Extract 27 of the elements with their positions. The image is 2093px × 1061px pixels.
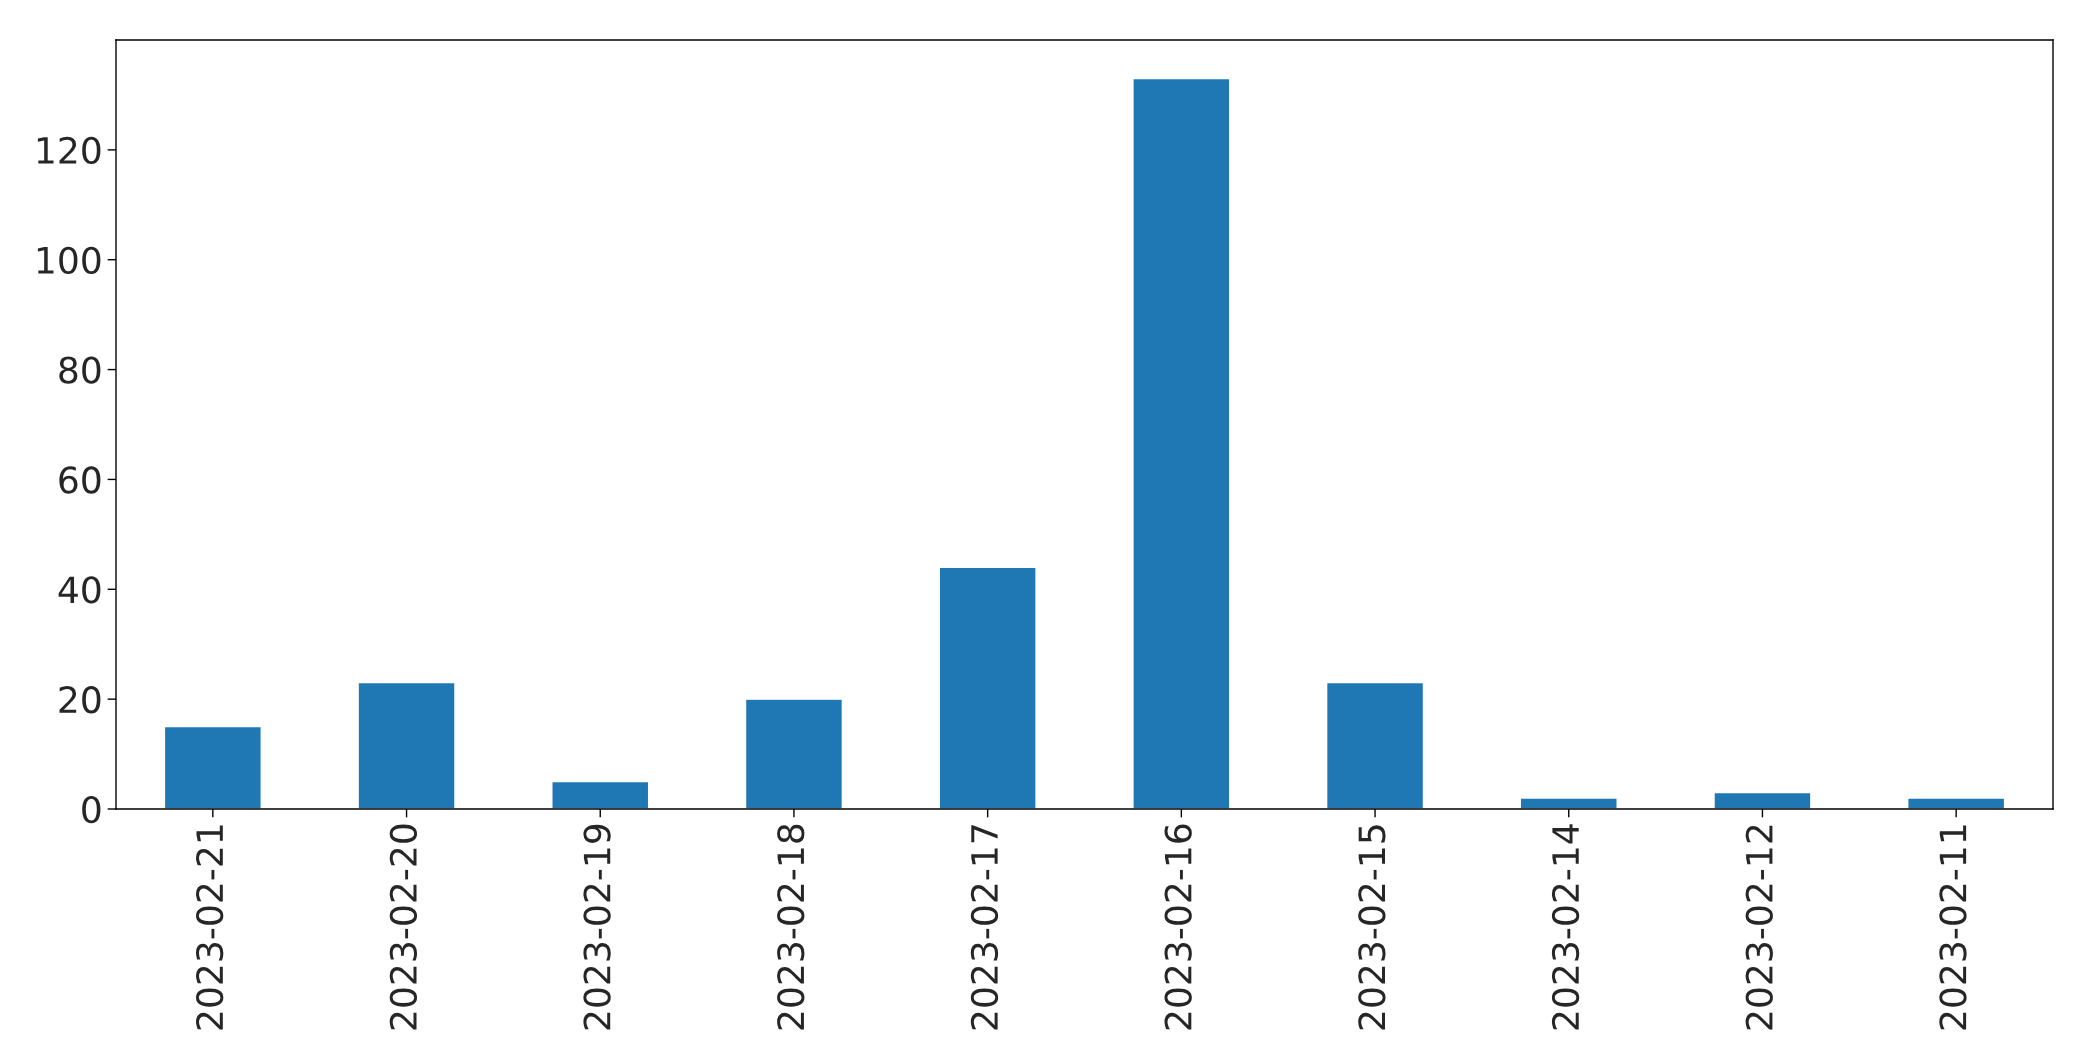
bar bbox=[744, 698, 844, 809]
x-tick-label: 2023-02-12 bbox=[1745, 825, 1773, 1030]
bar bbox=[1907, 797, 2006, 809]
bar bbox=[1519, 797, 1618, 809]
x-tick-label: 2023-02-15 bbox=[1358, 825, 1386, 1030]
bar bbox=[1325, 681, 1425, 809]
x-tick-label: 2023-02-11 bbox=[1939, 825, 1967, 1030]
x-tick-label: 2023-02-20 bbox=[389, 824, 418, 1030]
y-tick-label: 0 bbox=[82, 795, 101, 824]
bar bbox=[357, 681, 456, 809]
bar bbox=[1132, 77, 1231, 809]
y-tick-label: 60 bbox=[59, 466, 101, 494]
y-tick-label: 120 bbox=[37, 136, 101, 165]
x-tick-label: 2023-02-18 bbox=[777, 824, 805, 1030]
bar bbox=[163, 725, 262, 809]
x-tick-label: 2023-02-17 bbox=[970, 825, 999, 1030]
x-tick-label: 2023-02-14 bbox=[1551, 824, 1580, 1030]
y-tick-label: 80 bbox=[59, 356, 101, 384]
y-tick-label: 40 bbox=[58, 576, 101, 604]
x-tick-label: 2023-02-16 bbox=[1164, 824, 1192, 1030]
x-tick-label: 2023-02-21 bbox=[196, 825, 224, 1030]
x-tick-label: 2023-02-19 bbox=[583, 824, 611, 1030]
bar bbox=[551, 780, 650, 809]
bar bbox=[1713, 791, 1812, 809]
y-tick-label: 20 bbox=[59, 686, 101, 714]
y-tick-label: 100 bbox=[37, 246, 101, 274]
bar bbox=[938, 566, 1037, 809]
